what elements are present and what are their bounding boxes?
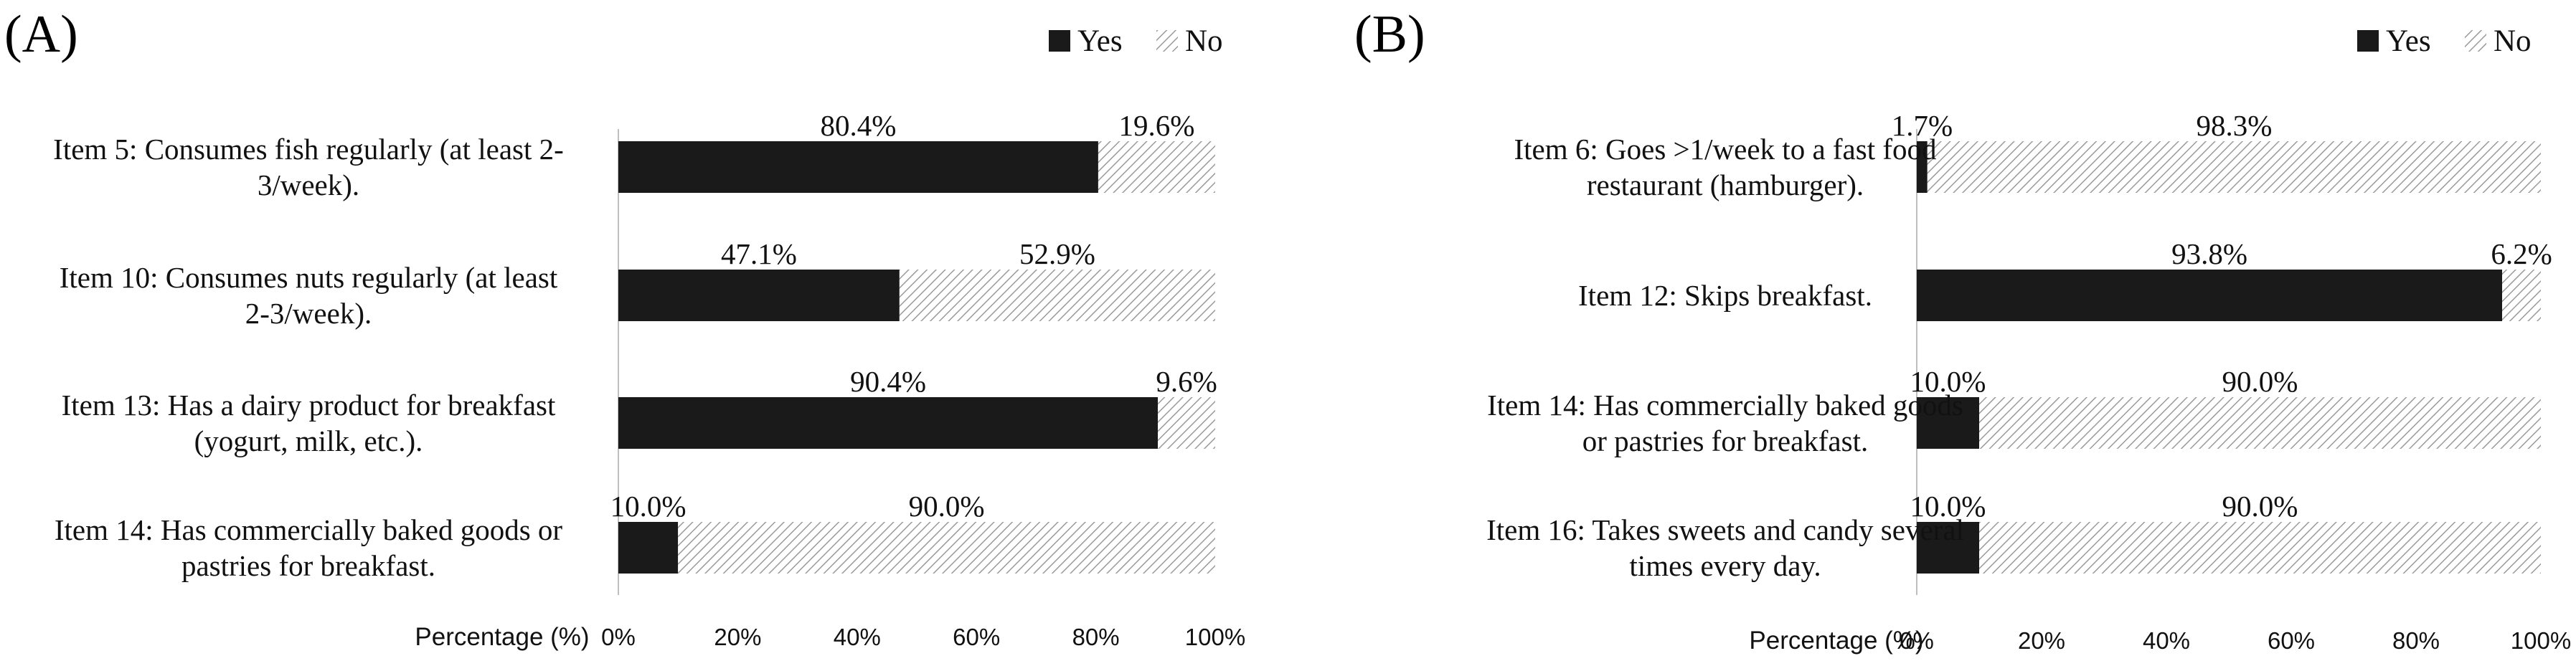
category-label: or pastries for breakfast. bbox=[1582, 424, 1868, 457]
data-label-no: 90.0% bbox=[2222, 490, 2298, 523]
legend-swatch-no bbox=[1156, 30, 1178, 52]
data-label-no: 90.0% bbox=[2222, 365, 2298, 398]
category-label: Item 5: Consumes fish regularly (at leas… bbox=[53, 133, 564, 166]
category-label: Item 14: Has commercially baked goods bbox=[1487, 389, 1963, 422]
category-label: (yogurt, milk, etc.). bbox=[194, 424, 423, 457]
category-label: Item 6: Goes >1/week to a fast food bbox=[1514, 133, 1937, 166]
x-tick-label: 60% bbox=[953, 624, 1000, 650]
panel-b-x-axis-title: Percentage (%) bbox=[1749, 627, 1923, 655]
category-label: Item 10: Consumes nuts regularly (at lea… bbox=[60, 261, 558, 294]
bar-yes bbox=[618, 270, 900, 321]
data-label-yes: 90.4% bbox=[850, 365, 926, 398]
x-tick-label: 20% bbox=[714, 624, 761, 650]
bar-yes bbox=[618, 522, 679, 574]
panel-b-chart: (B) Yes No 1.7% 98.3% Item 6: Goes >1/week to… bbox=[1354, 5, 2571, 655]
x-tick-label: 100% bbox=[2511, 627, 2571, 654]
x-tick-label: 0% bbox=[1900, 627, 1934, 654]
category-label: restaurant (hamburger). bbox=[1587, 168, 1864, 201]
data-label-yes: 10.0% bbox=[1910, 490, 1986, 523]
bar-no bbox=[1979, 522, 2541, 574]
bar-no bbox=[2502, 270, 2541, 321]
legend-label-no: No bbox=[2494, 24, 2532, 58]
legend-label-yes: Yes bbox=[2386, 24, 2431, 58]
bar-yes bbox=[1917, 141, 1928, 193]
x-tick-label: 40% bbox=[2143, 627, 2190, 654]
bar-no bbox=[899, 270, 1215, 321]
bar-no bbox=[1979, 397, 2541, 449]
category-label: 3/week). bbox=[258, 168, 359, 201]
data-label-no: 90.0% bbox=[909, 490, 985, 523]
legend-label-yes: Yes bbox=[1077, 24, 1123, 58]
data-label-yes: 1.7% bbox=[1892, 109, 1953, 142]
legend-swatch-yes bbox=[1049, 30, 1070, 52]
panel-a-chart: (A) Yes No 80.4% 19.6% Item 5: Consumes fish … bbox=[4, 5, 1245, 651]
category-label: Item 14: Has commercially baked goods or bbox=[55, 513, 563, 546]
bar-yes bbox=[618, 141, 1098, 193]
x-tick-label: 40% bbox=[834, 624, 881, 650]
data-label-yes: 10.0% bbox=[1910, 365, 1986, 398]
bar-yes bbox=[1917, 397, 1979, 449]
data-label-yes: 80.4% bbox=[821, 109, 897, 142]
data-label-no: 6.2% bbox=[2491, 237, 2552, 270]
legend-swatch-no bbox=[2465, 30, 2486, 52]
category-label: times every day. bbox=[1629, 549, 1821, 582]
category-label: 2-3/week). bbox=[245, 297, 372, 330]
bar-no bbox=[1098, 141, 1215, 193]
x-tick-label: 0% bbox=[601, 624, 636, 650]
x-tick-label: 80% bbox=[1072, 624, 1120, 650]
category-label: Item 12: Skips breakfast. bbox=[1578, 279, 1872, 312]
category-label: pastries for breakfast. bbox=[181, 549, 435, 582]
x-tick-label: 100% bbox=[1185, 624, 1245, 650]
data-label-no: 9.6% bbox=[1156, 365, 1217, 398]
bar-no bbox=[1927, 141, 2541, 193]
legend-label-no: No bbox=[1185, 24, 1223, 58]
x-tick-label: 60% bbox=[2268, 627, 2315, 654]
data-label-yes: 10.0% bbox=[610, 490, 687, 523]
data-label-no: 19.6% bbox=[1119, 109, 1195, 142]
x-tick-label: 20% bbox=[2018, 627, 2065, 654]
legend-swatch-yes bbox=[2357, 30, 2379, 52]
bar-yes bbox=[1917, 270, 2503, 321]
data-label-yes: 47.1% bbox=[721, 237, 797, 270]
bar-no bbox=[1158, 397, 1215, 449]
bar-yes bbox=[1917, 522, 1979, 574]
panel-b-label: (B) bbox=[1354, 5, 1425, 64]
category-label: Item 16: Takes sweets and candy several bbox=[1486, 513, 1964, 546]
panel-a-label: (A) bbox=[4, 5, 78, 64]
data-label-yes: 93.8% bbox=[2171, 237, 2247, 270]
data-label-no: 52.9% bbox=[1019, 237, 1095, 270]
category-label: Item 13: Has a dairy product for breakfa… bbox=[62, 389, 556, 422]
bar-yes bbox=[618, 397, 1159, 449]
panel-a-x-axis-title: Percentage (%) bbox=[415, 623, 589, 651]
x-tick-label: 80% bbox=[2392, 627, 2440, 654]
data-label-no: 98.3% bbox=[2196, 109, 2272, 142]
bar-no bbox=[678, 522, 1215, 574]
